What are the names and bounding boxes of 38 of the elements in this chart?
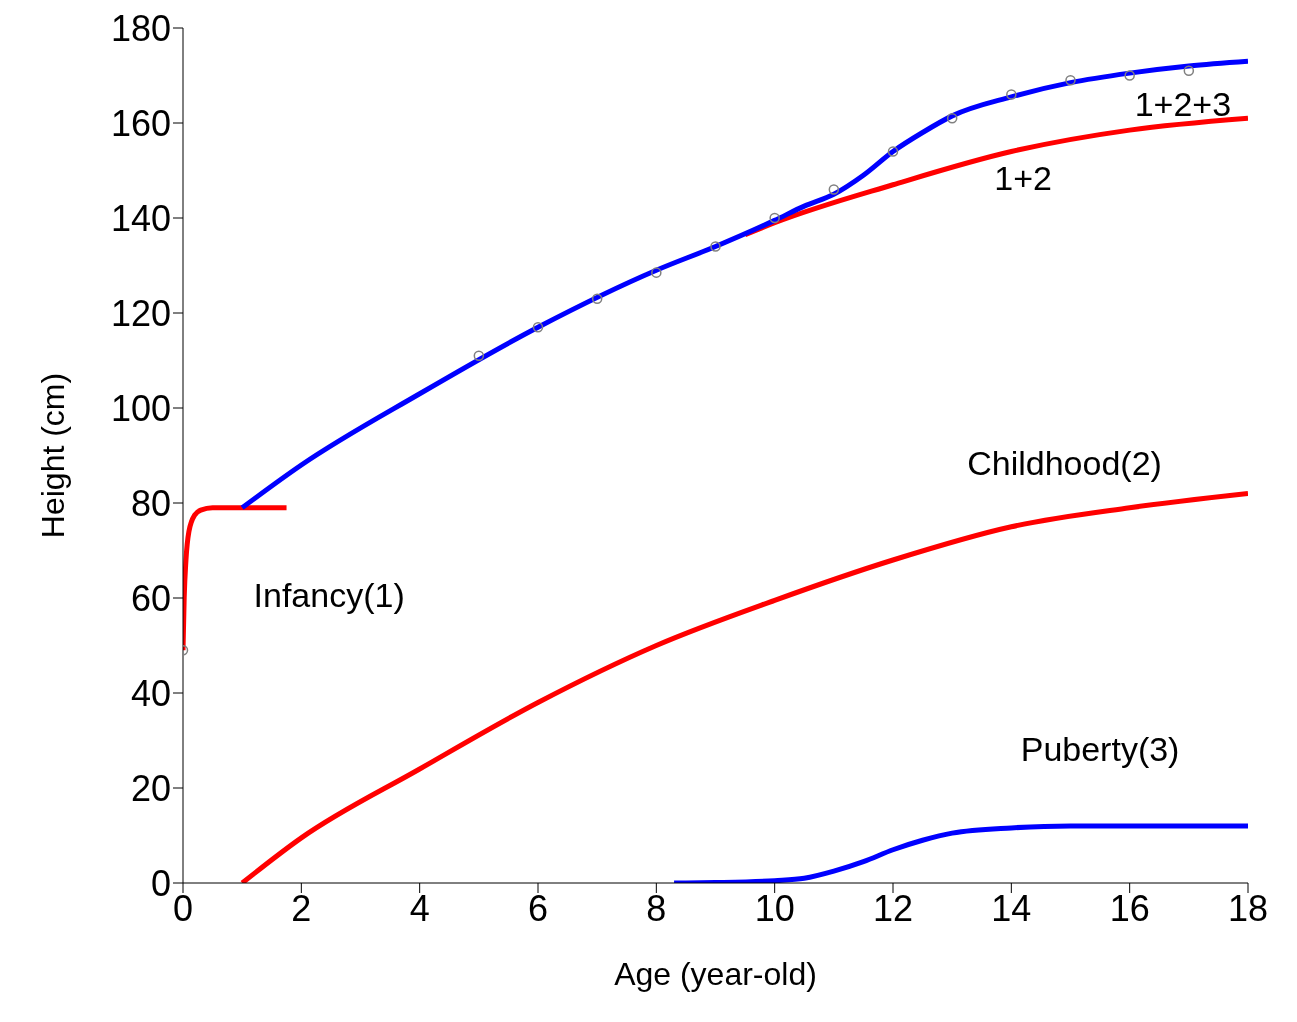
point — [532, 321, 544, 333]
point — [1065, 74, 1076, 86]
point — [473, 350, 485, 362]
series-label: 1+2 — [994, 158, 1053, 197]
point — [710, 241, 721, 252]
y-tick-label: 100 — [110, 387, 171, 429]
y-tick-label: 20 — [130, 767, 171, 809]
series-label: 1+2+3 — [1134, 85, 1232, 124]
point — [887, 146, 899, 157]
series-label: Childhood(2) — [967, 443, 1162, 482]
x-tick-label: 10 — [754, 887, 795, 929]
x-tick-label: 4 — [409, 887, 430, 929]
point — [1006, 89, 1017, 100]
series-label: Puberty(3) — [1020, 729, 1180, 768]
point — [828, 184, 840, 195]
x-axis-title: Age (year-old) — [614, 956, 817, 992]
x-tick-label: 18 — [1227, 887, 1269, 929]
point — [591, 293, 603, 305]
point — [769, 212, 780, 224]
x-tick-label: 8 — [646, 887, 667, 929]
y-tick-label: 80 — [130, 482, 171, 524]
y-tick-label: 180 — [110, 7, 171, 49]
y-tick-label: 60 — [130, 577, 171, 619]
y-axis-title: Height (cm) — [35, 372, 72, 539]
series-label: Infancy(1) — [253, 575, 405, 614]
x-tick-label: 2 — [291, 887, 312, 929]
point — [1183, 65, 1195, 77]
x-tick-label: 12 — [872, 887, 914, 929]
y-tick-label: 40 — [130, 672, 171, 714]
point — [946, 112, 958, 124]
y-tick-label: 160 — [110, 102, 171, 144]
x-tick-label: 6 — [527, 887, 549, 929]
point — [651, 267, 662, 278]
x-tick-label: 14 — [991, 887, 1032, 929]
point — [1124, 70, 1135, 81]
x-tick-label: 16 — [1109, 887, 1150, 929]
y-tick-label: 120 — [110, 292, 171, 334]
y-tick-label: 140 — [110, 197, 171, 239]
